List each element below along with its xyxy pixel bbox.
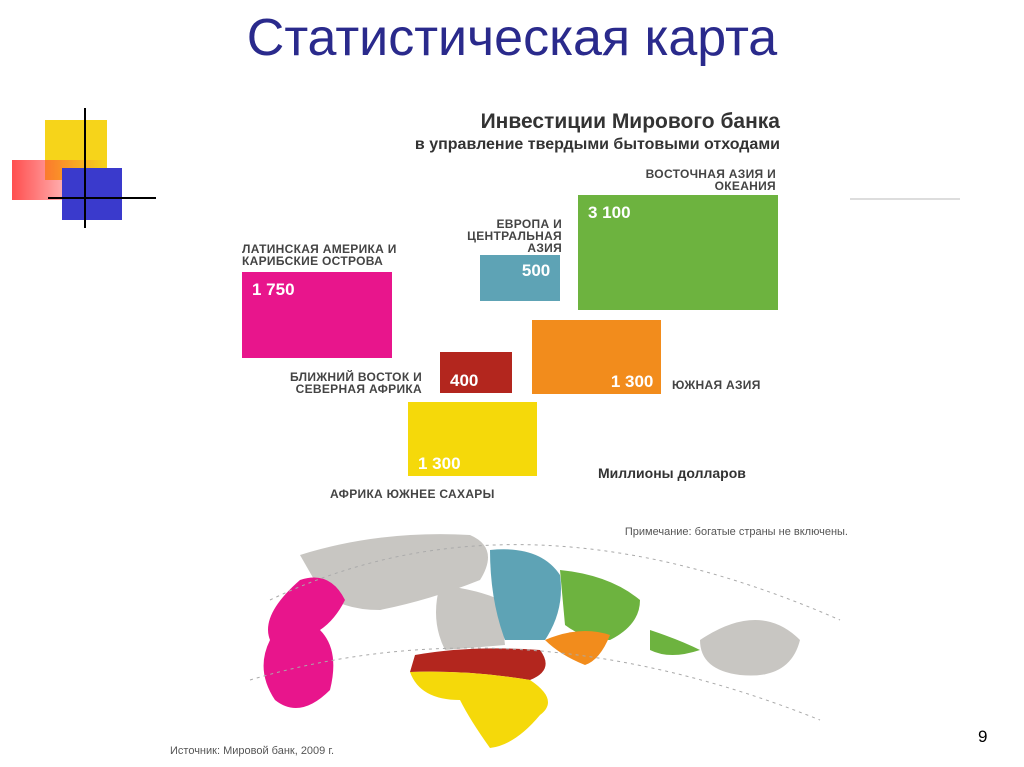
region-value: 500 [521, 261, 551, 280]
region-box [480, 255, 561, 302]
region-box [440, 352, 512, 394]
map-land [436, 585, 505, 650]
source: Источник: Мировой банк, 2009 г. [170, 745, 335, 757]
page-number: 9 [978, 727, 988, 746]
chart-subtitle: в управление твердыми бытовыми отходами [414, 136, 780, 153]
region-label: ЕВРОПА И ЦЕНТРАЛЬНАЯ АЗИЯ [467, 217, 562, 255]
map-graticule [249, 647, 821, 721]
units: Миллионы долларов [598, 465, 746, 481]
region-value: 400 [450, 371, 479, 391]
region-label: ВОСТОЧНАЯ АЗИЯ И ОКЕАНИЯ [645, 167, 776, 193]
map-region [650, 630, 700, 655]
map-region [410, 671, 548, 748]
region-box [578, 195, 778, 310]
map-land [700, 620, 800, 676]
map-region [560, 570, 640, 640]
region-label: АФРИКА ЮЖНЕЕ САХАРЫ [330, 487, 495, 501]
note: Примечание: богатые страны не включены. [624, 526, 848, 538]
region-value: 1 750 [252, 280, 295, 299]
slide-title: Статистическая карта [246, 9, 778, 67]
region-value: 1 300 [610, 372, 654, 392]
region-value: 1 300 [418, 454, 461, 474]
region-box [242, 272, 393, 359]
map-region [410, 648, 546, 680]
map-graticule [269, 544, 841, 621]
region-box [408, 402, 538, 477]
region-label: БЛИЖНИЙ ВОСТОК И СЕВЕРНАЯ АФРИКА [290, 370, 422, 396]
region-box [532, 320, 662, 395]
region-label: ЛАТИНСКАЯ АМЕРИКА И КАРИБСКИЕ ОСТРОВА [242, 242, 397, 268]
deco-blue [62, 168, 122, 220]
map-region [263, 577, 345, 708]
map-region [490, 549, 561, 640]
map-region [545, 631, 610, 665]
region-value: 3 100 [588, 203, 631, 222]
region-label: ЮЖНАЯ АЗИЯ [672, 378, 761, 392]
chart-title: Инвестиции Мирового банка [480, 110, 780, 133]
world-map [249, 534, 841, 748]
